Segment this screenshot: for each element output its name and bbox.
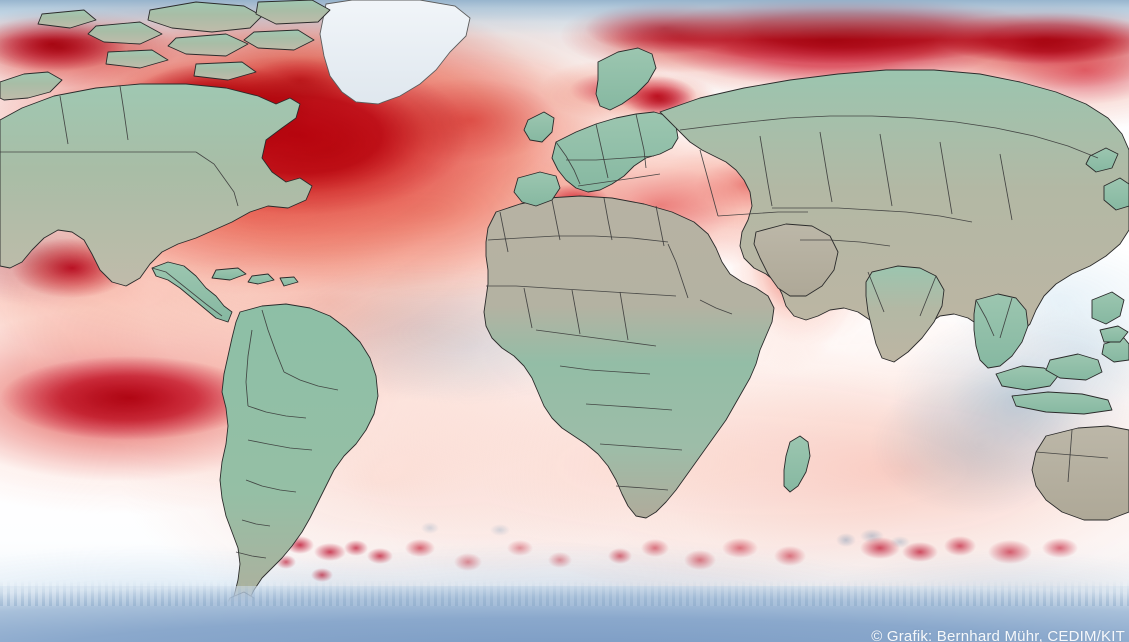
landmass-greenland [319,0,471,105]
landmass-arabia [753,223,839,297]
landmass-india [865,265,945,363]
landmass-africa [483,195,775,519]
landmass-scandinavia [595,47,657,111]
landmass-madagascar [783,435,811,493]
landmass-australia [1031,425,1129,521]
landmass-south-america [219,303,379,621]
landmass-north-america [0,83,313,287]
landmass-british-isles [523,111,555,143]
landmass-southeast-asia [973,293,1029,369]
attribution-text: © Grafik: Bernhard Mühr, CEDIM/KIT [871,628,1125,642]
landmass-canadian-arctic [37,0,331,81]
country-borders [0,85,1109,559]
antarctic-sea-ice-layer [0,586,1129,642]
landmass-europe [551,111,679,193]
landmass-caribbean [211,267,299,287]
landmass-northwest-pacific [1085,147,1129,211]
landmass-maritime-continent [995,291,1129,415]
landmass-alaska [0,71,63,101]
sea-ice-edge-layer [0,580,1129,606]
